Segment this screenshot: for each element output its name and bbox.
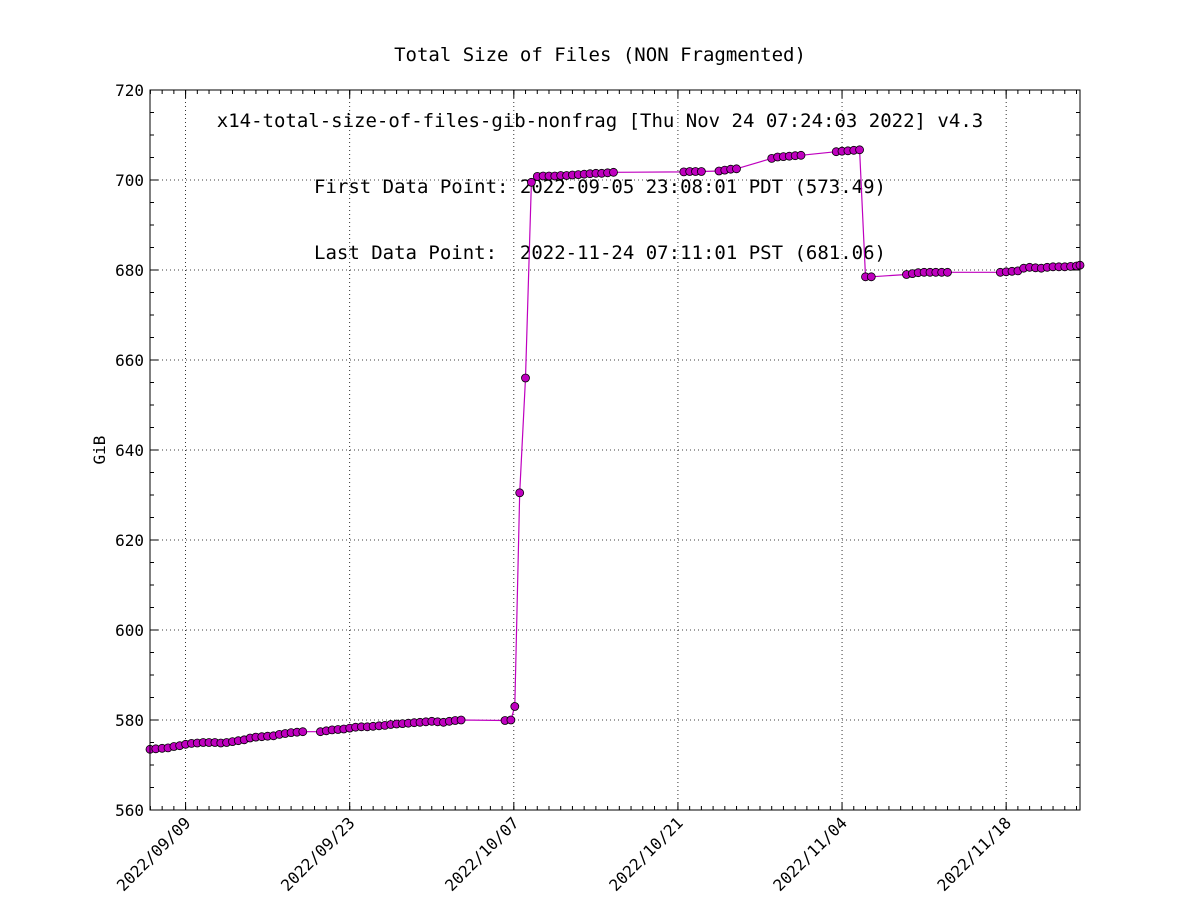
series-layer bbox=[145, 145, 1085, 754]
data-point bbox=[298, 727, 308, 737]
y-tick-label: 660 bbox=[115, 351, 144, 370]
y-tick-label: 600 bbox=[115, 621, 144, 640]
x-tick-label: 2022/11/18 bbox=[933, 813, 1015, 895]
data-point bbox=[866, 272, 876, 282]
chart-subtitle: x14-total-size-of-files-gib-nonfrag [Thu… bbox=[216, 110, 984, 132]
y-tick-label: 680 bbox=[115, 261, 144, 280]
data-point bbox=[796, 150, 806, 160]
x-tick-label: 2022/09/23 bbox=[277, 813, 359, 895]
y-tick-label: 720 bbox=[115, 81, 144, 100]
series-line bbox=[149, 149, 1081, 750]
y-tick-label: 580 bbox=[115, 711, 144, 730]
data-point bbox=[943, 267, 952, 277]
y-tick-label: 640 bbox=[115, 441, 144, 460]
last-data-point-text: Last Data Point: 2022-11-24 07:11:01 PST… bbox=[314, 242, 886, 264]
data-point bbox=[456, 715, 466, 725]
chart-title-block: Total Size of Files (NON Fragmented) x14… bbox=[0, 0, 1200, 286]
data-point bbox=[515, 488, 525, 498]
grid-lines bbox=[150, 89, 1080, 811]
data-point bbox=[609, 167, 618, 177]
y-tick-label: 700 bbox=[115, 171, 144, 190]
x-tick-label: 2022/09/09 bbox=[113, 813, 195, 895]
data-point bbox=[697, 167, 706, 176]
data-point bbox=[855, 145, 864, 155]
data-point bbox=[527, 177, 536, 187]
data-point bbox=[506, 715, 516, 725]
y-tick-label: 620 bbox=[115, 531, 144, 550]
x-tick-label: 2022/11/04 bbox=[769, 813, 851, 895]
y-tick-label: 560 bbox=[115, 801, 144, 820]
data-point bbox=[732, 164, 741, 174]
x-tick-label: 2022/10/21 bbox=[605, 813, 687, 895]
chart-title: Total Size of Files (NON Fragmented) bbox=[394, 44, 806, 66]
data-point bbox=[521, 373, 530, 383]
data-point bbox=[510, 702, 520, 711]
first-data-point-text: First Data Point: 2022-09-05 23:08:01 PD… bbox=[314, 176, 886, 198]
axes: 560 580 600 620 640 660 680 700 720 2022/09/09 202… bbox=[113, 81, 1080, 895]
y-axis-label: GiB bbox=[90, 436, 109, 465]
x-tick-label: 2022/10/07 bbox=[441, 813, 523, 895]
